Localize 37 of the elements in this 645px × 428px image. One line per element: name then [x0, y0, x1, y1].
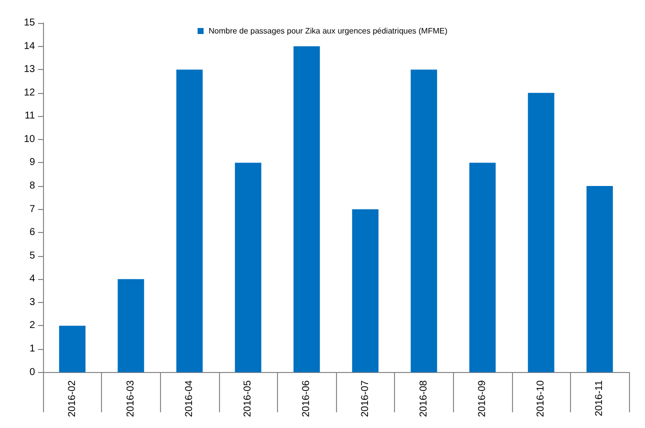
y-tick-label: 13: [24, 64, 36, 76]
y-tick-label: 15: [24, 18, 36, 28]
y-tick-label: 2: [29, 320, 36, 332]
x-tick-label: 2016-06: [301, 380, 312, 418]
y-tick-label: 7: [29, 204, 36, 215]
bar: [59, 326, 86, 372]
x-tick-label: 2016-04: [184, 380, 195, 418]
bar: [352, 209, 378, 372]
bar: [469, 162, 496, 372]
y-tick-label: 11: [24, 110, 36, 122]
y-tick-label: 10: [24, 134, 36, 145]
y-tick-label: 8: [29, 180, 36, 192]
y-tick-label: 12: [24, 87, 36, 98]
x-tick-label: 2016-11: [594, 380, 606, 416]
y-tick-label: 3: [29, 296, 36, 308]
bar: [410, 70, 438, 372]
bar: [528, 92, 554, 372]
y-tick-label: 9: [29, 157, 36, 168]
x-tick-label: 2016-02: [66, 380, 78, 418]
legend-label: Nombre de passages pour Zika aux urgences pédiatriques (MFME): [208, 26, 448, 36]
bar: [176, 70, 203, 372]
x-tick-label: 2016-07: [360, 380, 371, 418]
x-tick-label: 2016-08: [418, 380, 430, 418]
x-tick-label: 2016-10: [536, 380, 547, 418]
y-tick-label: 14: [24, 40, 36, 52]
x-tick-label: 2016-05: [242, 380, 254, 418]
x-tick-label: 2016-03: [125, 380, 136, 418]
y-tick-label: 5: [29, 250, 36, 262]
bar: [234, 162, 262, 372]
x-tick-label: 2016-09: [477, 380, 488, 418]
bar: [586, 186, 613, 372]
bar: [294, 46, 320, 372]
y-tick-label: 1: [29, 344, 36, 355]
bar: [118, 279, 144, 372]
y-tick-label: 0: [29, 366, 36, 378]
y-tick-label: 4: [29, 274, 36, 285]
y-tick-label: 6: [29, 227, 36, 238]
